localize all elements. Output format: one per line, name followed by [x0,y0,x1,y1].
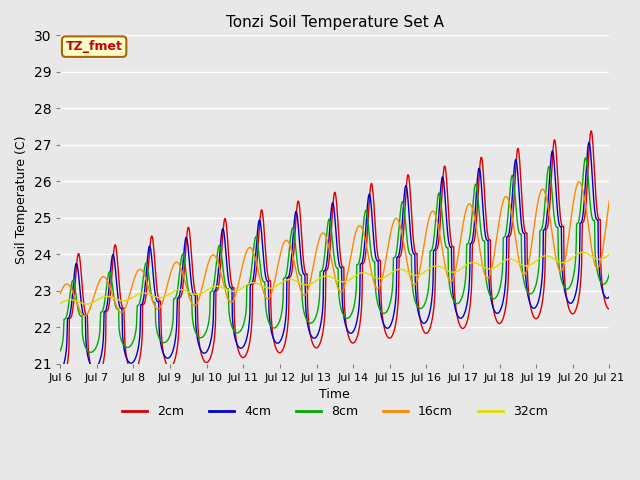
Y-axis label: Soil Temperature (C): Soil Temperature (C) [15,135,28,264]
X-axis label: Time: Time [319,388,350,401]
Text: TZ_fmet: TZ_fmet [66,40,123,53]
Title: Tonzi Soil Temperature Set A: Tonzi Soil Temperature Set A [226,15,444,30]
Legend: 2cm, 4cm, 8cm, 16cm, 32cm: 2cm, 4cm, 8cm, 16cm, 32cm [117,400,553,423]
